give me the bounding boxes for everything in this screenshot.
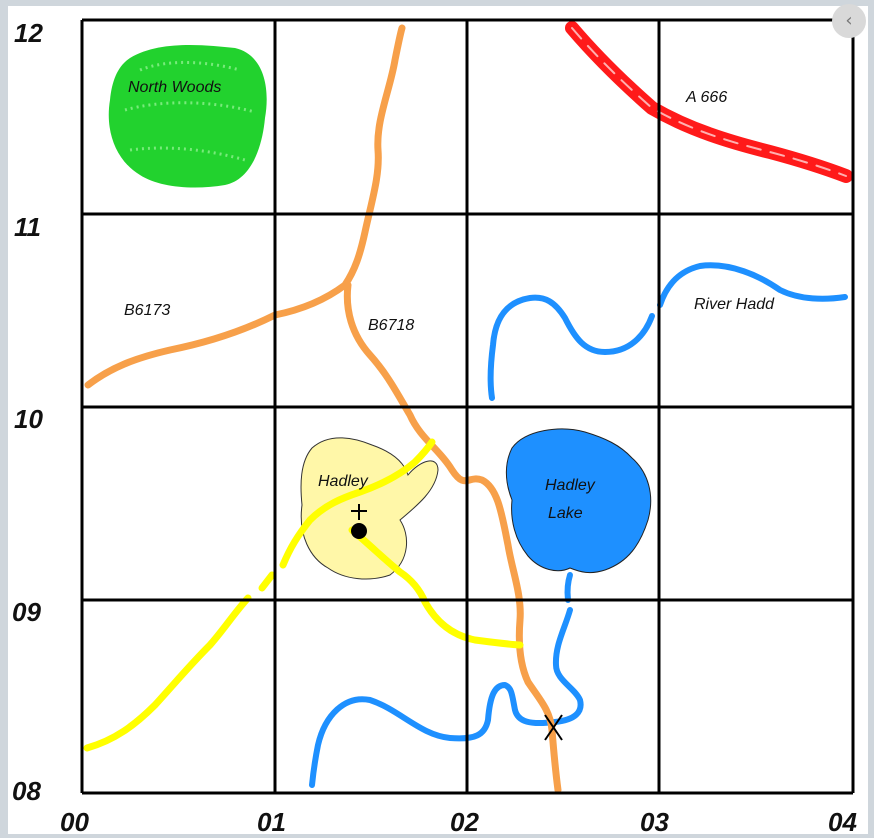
grid-lines: [80, 18, 855, 795]
north-woods-area: [108, 45, 267, 188]
minor-road-yellow: [83, 438, 524, 752]
hadley-lake-area: [505, 428, 652, 574]
road-b6718-label: B6718: [368, 317, 414, 334]
northing-label-08: 08: [12, 776, 41, 806]
northing-label-12: 12: [14, 18, 43, 48]
road-a666-label: A 666: [685, 89, 727, 106]
easting-label-01: 01: [257, 807, 286, 837]
easting-label-03: 03: [640, 807, 669, 837]
river-hadd-label: River Hadd: [694, 296, 775, 313]
close-icon[interactable]: ‹: [832, 4, 866, 38]
road-a666: [565, 21, 853, 183]
north-woods-label: North Woods: [128, 79, 221, 96]
hadley-lake-label-line2: Lake: [548, 505, 583, 522]
close-glyph: ‹: [845, 10, 853, 31]
easting-label-00: 00: [60, 807, 89, 837]
northing-label-11: 11: [14, 212, 41, 242]
road-b6173-label: B6173: [124, 302, 170, 319]
church-marker: [351, 504, 367, 539]
road-b6718: [343, 281, 562, 794]
road-b6173: [84, 24, 406, 389]
hadley-lake-label-line1: Hadley: [545, 477, 596, 494]
easting-label-04: 04: [828, 807, 857, 837]
easting-label-02: 02: [450, 807, 479, 837]
northing-label-10: 10: [14, 404, 43, 434]
northing-label-09: 09: [12, 597, 41, 627]
hadley-village-label: Hadley: [318, 473, 369, 490]
bridge-marker: [544, 714, 563, 741]
